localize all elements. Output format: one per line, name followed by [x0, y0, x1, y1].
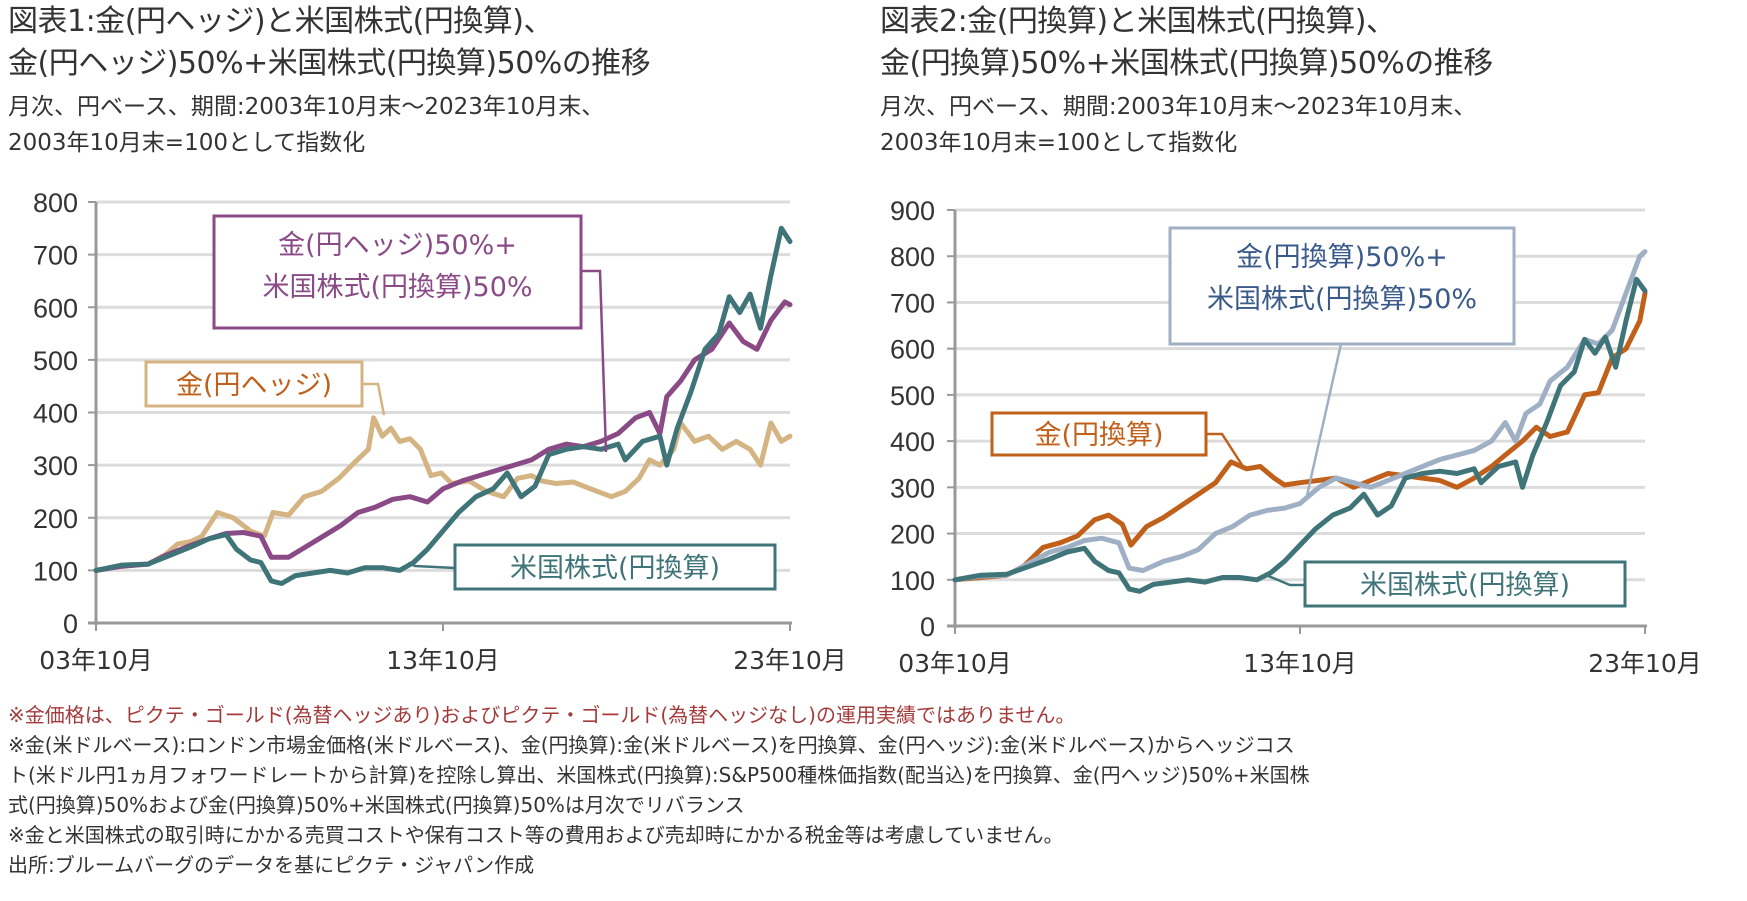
chart-1: 0 100 200 300 400 500 600 700 800 03年10月 13年10月 23年…	[33, 188, 847, 675]
callout-leader	[1265, 573, 1305, 587]
series-label: 金(円換算)	[1034, 420, 1163, 451]
callout-leader	[407, 561, 456, 570]
y-tick-label: 100	[890, 566, 935, 596]
y-tick-label: 0	[920, 612, 935, 642]
y-tick-label: 400	[890, 427, 935, 457]
y-tick-label: 800	[890, 242, 935, 272]
chart2-title-line2: 金(円換算)50%+米国株式(円換算)50%の推移	[880, 46, 1493, 81]
y-tick-label: 300	[33, 451, 78, 481]
y-tick-label: 100	[33, 556, 78, 586]
series-label: 米国株式(円換算)50%	[1207, 284, 1477, 315]
footnote-definitions-line1: ※金(米ドルベース):ロンドン市場金価格(米ドルベース)、金(円換算):金(米ド…	[8, 733, 1295, 757]
y-tick-label: 500	[33, 346, 78, 376]
y-tick-label: 600	[33, 293, 78, 323]
chart1-title-line2: 金(円ヘッジ)50%+米国株式(円換算)50%の推移	[8, 46, 651, 81]
charts-canvas: 0 100 200 300 400 500 600 700 800 03年10月 13年10月 23年…	[33, 188, 1702, 678]
series-line-1	[952, 276, 1648, 594]
footnote-definitions-line2: ト(米ドル円1ヵ月フォワードレートから計算)を控除し算出、米国株式(円換算):S…	[8, 763, 1310, 787]
callout-leader	[1304, 343, 1343, 501]
callout-box	[990, 411, 1208, 457]
series-label: 米国株式(円換算)	[510, 553, 720, 584]
chart-2: 0 100 200 300 400 500 600 700 800 900 03年10月 13年10月…	[890, 196, 1702, 678]
chart2-subtitle-line2: 2003年10月末=100として指数化	[880, 130, 1238, 156]
footnotes: ※金価格は、ピクテ・ゴールド(為替ヘッジあり)およびピクテ・ゴールド(為替ヘッジ…	[8, 700, 1728, 880]
series-label: 米国株式(円換算)	[1360, 570, 1570, 601]
series-label: 金(円ヘッジ)50%+	[278, 230, 517, 261]
footnote-disclaimer: ※金価格は、ピクテ・ゴールド(為替ヘッジあり)およびピクテ・ゴールド(為替ヘッジ…	[8, 703, 1076, 727]
callout-leader	[1206, 432, 1246, 469]
y-tick-label: 700	[33, 241, 78, 271]
callout-box	[144, 360, 364, 408]
y-tick-label: 800	[33, 188, 78, 218]
chart1-title-line1: 図表1:金(円ヘッジ)と米国株式(円換算)、	[8, 4, 554, 39]
footnote-definitions-line3: 式(円換算)50%および金(円換算)50%+米国株式(円換算)50%は月次でリバ…	[8, 793, 745, 817]
y-tick-label: 400	[33, 399, 78, 429]
series-label: 金(円ヘッジ)	[176, 370, 332, 401]
series-line-1	[93, 225, 793, 586]
x-tick-label: 03年10月	[898, 649, 1012, 678]
footnote-costs: ※金と米国株式の取引時にかかる売買コストや保有コスト等の費用および売却時にかかる…	[8, 823, 1064, 847]
chart1-subtitle-line2: 2003年10月末=100として指数化	[8, 130, 366, 156]
series-line-0	[93, 415, 793, 573]
x-tick-label: 23年10月	[733, 646, 847, 675]
chart1-subtitle-line1: 月次、円ベース、期間:2003年10月末〜2023年10月末、	[8, 94, 605, 120]
series-label: 米国株式(円換算)50%	[262, 272, 532, 303]
series-line-2	[952, 249, 1648, 583]
x-tick-label: 13年10月	[1243, 649, 1357, 678]
y-tick-label: 900	[890, 196, 935, 226]
y-tick-label: 200	[33, 504, 78, 534]
callout-box	[1168, 226, 1516, 346]
callout-box	[212, 214, 583, 330]
chart2-subtitle-line1: 月次、円ベース、期間:2003年10月末〜2023年10月末、	[880, 94, 1477, 120]
callout-leader	[581, 269, 608, 453]
x-tick-label: 13年10月	[386, 646, 500, 675]
y-tick-label: 200	[890, 520, 935, 550]
y-tick-label: 600	[890, 335, 935, 365]
callout-leader	[362, 382, 386, 416]
callout-box	[1303, 560, 1627, 608]
chart2-title-line1: 図表2:金(円換算)と米国株式(円換算)、	[880, 4, 1396, 39]
y-tick-label: 0	[63, 609, 78, 639]
x-tick-label: 23年10月	[1588, 649, 1702, 678]
y-tick-label: 500	[890, 381, 935, 411]
series-label: 金(円換算)50%+	[1236, 242, 1448, 273]
x-tick-label: 03年10月	[39, 646, 153, 675]
series-line-2	[93, 299, 793, 573]
y-tick-label: 700	[890, 288, 935, 318]
y-tick-label: 300	[890, 473, 935, 503]
footnote-source: 出所:ブルームバーグのデータを基にピクテ・ジャパン作成	[8, 853, 535, 877]
callout-box	[453, 543, 777, 591]
